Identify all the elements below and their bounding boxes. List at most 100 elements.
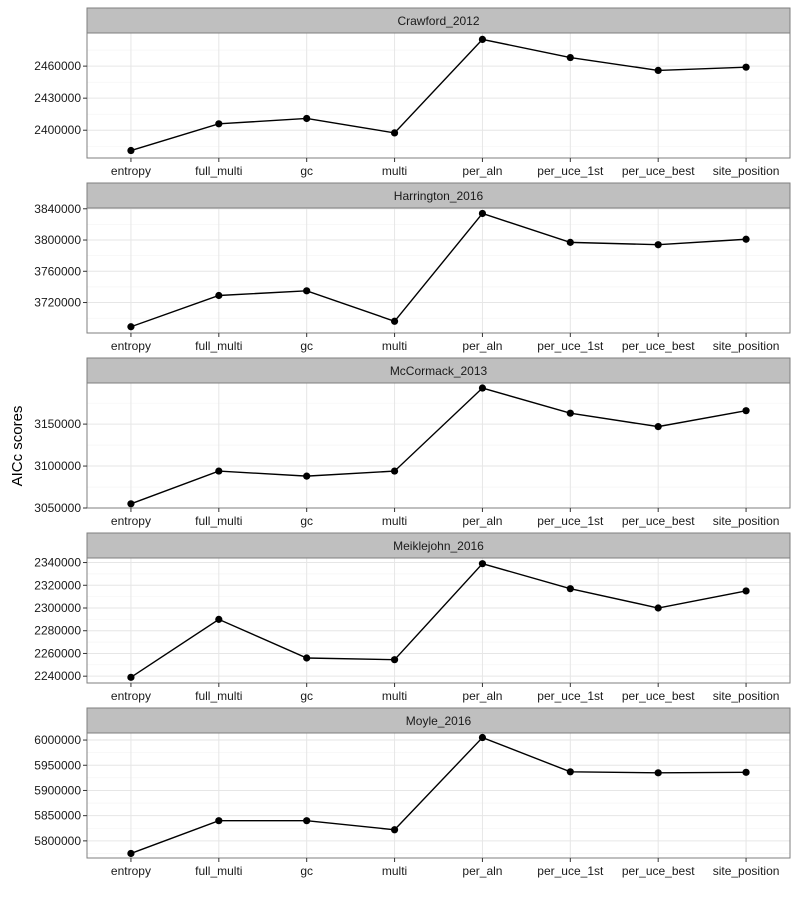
x-tick-label: multi <box>382 339 407 353</box>
data-point <box>478 733 487 742</box>
y-tick-label: 2240000 <box>34 669 81 683</box>
facet-panel: McCormack_2013 3050000 3100000 3150000 entro… <box>34 357 791 528</box>
panel-border <box>86 207 791 334</box>
data-point <box>303 287 311 295</box>
x-tick-label: per_uce_best <box>622 164 695 178</box>
y-tick-label: 2430000 <box>34 91 81 105</box>
x-tick-label: full_multi <box>195 339 242 353</box>
data-point <box>742 407 750 415</box>
data-point <box>566 238 574 246</box>
data-point <box>742 235 750 243</box>
data-point <box>478 384 487 392</box>
x-tick-label: full_multi <box>195 689 242 703</box>
x-tick-label: gc <box>300 689 313 703</box>
data-point <box>742 768 750 776</box>
data-point <box>303 654 311 662</box>
facet-title: Crawford_2012 <box>397 14 479 28</box>
data-point <box>566 53 574 62</box>
plot-area <box>87 733 790 858</box>
x-tick-label: gc <box>300 864 313 878</box>
data-point <box>215 817 223 825</box>
facet-title: McCormack_2013 <box>390 364 488 378</box>
data-point <box>654 66 662 74</box>
x-tick-label: site_position <box>713 164 780 178</box>
series-line <box>130 736 747 855</box>
facet-panel: Crawford_2012 2400000 2430000 2460000 entrop… <box>34 7 791 178</box>
x-tick-label: multi <box>382 689 407 703</box>
x-tick-label: per_aln <box>462 689 502 703</box>
x-tick-label: multi <box>382 864 407 878</box>
facet-strip <box>86 7 791 34</box>
x-tick-label: per_uce_1st <box>537 689 604 703</box>
y-tick-label: 5800000 <box>34 834 81 848</box>
x-tick-label: entropy <box>111 514 151 528</box>
data-point <box>215 120 223 128</box>
facet-panel: Meiklejohn_2016 2240000 2260000 2280000 2300… <box>34 532 791 703</box>
facet-panels: Crawford_2012 2400000 2430000 2460000 entrop… <box>34 7 791 878</box>
data-point <box>127 146 135 155</box>
data-point <box>303 817 311 825</box>
data-point <box>127 673 135 681</box>
data-point <box>215 467 223 475</box>
facet-title: Moyle_2016 <box>406 714 472 728</box>
x-tick-label: per_uce_1st <box>537 164 604 178</box>
x-tick-label: per_aln <box>462 164 502 178</box>
y-tick-label: 5850000 <box>34 809 81 823</box>
panel-border <box>86 32 791 159</box>
x-tick-label: site_position <box>713 689 780 703</box>
data-point <box>742 587 750 595</box>
data-point <box>654 423 662 431</box>
x-tick-label: multi <box>382 164 407 178</box>
x-tick-label: per_aln <box>462 514 502 528</box>
data-point <box>127 323 135 331</box>
x-tick-label: full_multi <box>195 164 242 178</box>
facet-strip <box>86 182 791 209</box>
data-point <box>390 317 399 325</box>
x-tick-label: entropy <box>111 339 151 353</box>
data-point <box>303 472 311 480</box>
facet-strip <box>86 357 791 384</box>
x-tick-label: per_uce_1st <box>537 514 604 528</box>
x-tick-label: per_uce_best <box>622 339 695 353</box>
x-tick-label: entropy <box>111 689 151 703</box>
data-point <box>390 826 399 834</box>
facet-title: Meiklejohn_2016 <box>393 539 484 553</box>
facet-panel: Harrington_2016 3720000 3760000 3800000 3840… <box>34 182 791 353</box>
data-point <box>654 604 662 612</box>
x-tick-label: per_uce_1st <box>537 864 604 878</box>
x-tick-label: site_position <box>713 514 780 528</box>
data-point <box>654 769 662 777</box>
data-point <box>390 129 399 137</box>
data-point <box>654 241 662 249</box>
series-line <box>130 387 747 505</box>
data-point <box>215 615 223 623</box>
x-tick-label: gc <box>300 514 313 528</box>
data-point <box>127 500 135 508</box>
y-tick-label: 5900000 <box>34 783 81 797</box>
x-tick-label: per_uce_best <box>622 689 695 703</box>
y-tick-label: 5950000 <box>34 758 81 772</box>
x-tick-label: site_position <box>713 339 780 353</box>
x-tick-label: entropy <box>111 164 151 178</box>
y-tick-label: 3050000 <box>34 501 81 515</box>
data-point <box>303 114 311 123</box>
x-tick-label: per_aln <box>462 864 502 878</box>
data-point <box>390 656 399 664</box>
data-point <box>127 849 135 858</box>
x-tick-label: full_multi <box>195 514 242 528</box>
y-tick-label: 2260000 <box>34 646 81 660</box>
plot-area <box>87 33 790 158</box>
data-point <box>566 768 574 776</box>
x-tick-label: per_uce_best <box>622 864 695 878</box>
x-tick-label: site_position <box>713 864 780 878</box>
facet-strip <box>86 707 791 734</box>
y-tick-label: 3760000 <box>34 264 81 278</box>
y-tick-label: 2460000 <box>34 59 81 73</box>
y-axis-title: AICc scores <box>9 406 26 487</box>
series-line <box>130 38 747 152</box>
y-tick-label: 2400000 <box>34 123 81 137</box>
panel-border <box>86 557 791 684</box>
y-tick-label: 2280000 <box>34 624 81 638</box>
x-tick-label: per_uce_best <box>622 514 695 528</box>
